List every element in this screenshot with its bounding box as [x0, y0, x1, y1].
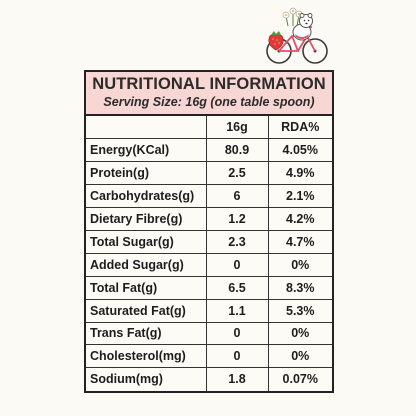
- nutrient-rda: 5.3%: [267, 298, 332, 323]
- nutrient-name: Total Fat(g): [86, 275, 207, 300]
- nutrient-rda: 4.7%: [267, 229, 332, 254]
- bear-on-bicycle-icon: [266, 7, 328, 64]
- table-row: Total Fat(g) 6.5 8.3%: [86, 275, 332, 300]
- nutrient-value: 2.5: [205, 161, 269, 186]
- nutrient-value: 0: [205, 321, 269, 346]
- nutrient-rda: 4.05%: [267, 138, 332, 163]
- nutrient-rda: 0%: [267, 252, 332, 277]
- serving-size: Serving Size: 16g (one table spoon): [103, 95, 315, 109]
- table-row: Protein(g) 2.5 4.9%: [86, 161, 332, 186]
- table-row: Carbohydrates(g) 6 2.1%: [86, 184, 332, 209]
- nutrient-value: 1.1: [205, 298, 269, 323]
- table-row: Cholesterol(mg) 0 0%: [86, 344, 332, 369]
- nutrition-panel: NUTRITIONAL INFORMATION Serving Size: 16…: [84, 70, 334, 393]
- header-nutrient: [86, 116, 207, 140]
- nutrient-name: Dietary Fibre(g): [86, 207, 207, 231]
- table-row: Total Sugar(g) 2.3 4.7%: [86, 229, 332, 254]
- table-row: Energy(KCal) 80.9 4.05%: [86, 138, 332, 163]
- nutrient-rda: 0%: [267, 344, 332, 369]
- nutrient-name: Cholesterol(mg): [86, 344, 207, 369]
- nutrient-value: 2.3: [205, 229, 269, 254]
- nutrient-value: 0: [205, 344, 269, 369]
- nutrition-table: 16g RDA% Energy(KCal) 80.9 4.05% Protein(g)…: [86, 116, 332, 391]
- table-row: Saturated Fat(g) 1.1 5.3%: [86, 298, 332, 323]
- table-row: Dietary Fibre(g) 1.2 4.2%: [86, 207, 332, 231]
- nutrient-rda: 0.07%: [267, 367, 332, 391]
- nutrient-rda: 4.2%: [267, 207, 332, 231]
- table-row: Trans Fat(g) 0 0%: [86, 321, 332, 346]
- nutrient-rda: 8.3%: [267, 275, 332, 300]
- nutrition-title: NUTRITIONAL INFORMATION: [92, 75, 326, 93]
- nutrient-rda: 2.1%: [267, 184, 332, 209]
- nutrient-name: Total Sugar(g): [86, 229, 207, 254]
- nutrient-name: Energy(KCal): [86, 138, 207, 163]
- nutrient-value: 6: [205, 184, 269, 209]
- table-row: Sodium(mg) 1.8 0.07%: [86, 367, 332, 391]
- nutrient-rda: 0%: [267, 321, 332, 346]
- nutrient-name: Added Sugar(g): [86, 252, 207, 277]
- header-serving: 16g: [205, 116, 269, 140]
- nutrient-name: Saturated Fat(g): [86, 298, 207, 323]
- nutrient-value: 6.5: [205, 275, 269, 300]
- nutrient-value: 0: [205, 252, 269, 277]
- nutrient-rda: 4.9%: [267, 161, 332, 186]
- nutrient-name: Carbohydrates(g): [86, 184, 207, 209]
- nutrient-value: 1.2: [205, 207, 269, 231]
- nutrient-name: Trans Fat(g): [86, 321, 207, 346]
- nutrient-name: Sodium(mg): [86, 367, 207, 391]
- header-rda: RDA%: [267, 116, 332, 140]
- nutrient-name: Protein(g): [86, 161, 207, 186]
- bicycle-front-wheel: [302, 38, 328, 64]
- nutrient-value: 1.8: [205, 367, 269, 391]
- table-row: Added Sugar(g) 0 0%: [86, 252, 332, 277]
- table-header-row: 16g RDA%: [86, 116, 332, 140]
- nutrient-value: 80.9: [205, 138, 269, 163]
- nutrition-header: NUTRITIONAL INFORMATION Serving Size: 16…: [86, 72, 332, 116]
